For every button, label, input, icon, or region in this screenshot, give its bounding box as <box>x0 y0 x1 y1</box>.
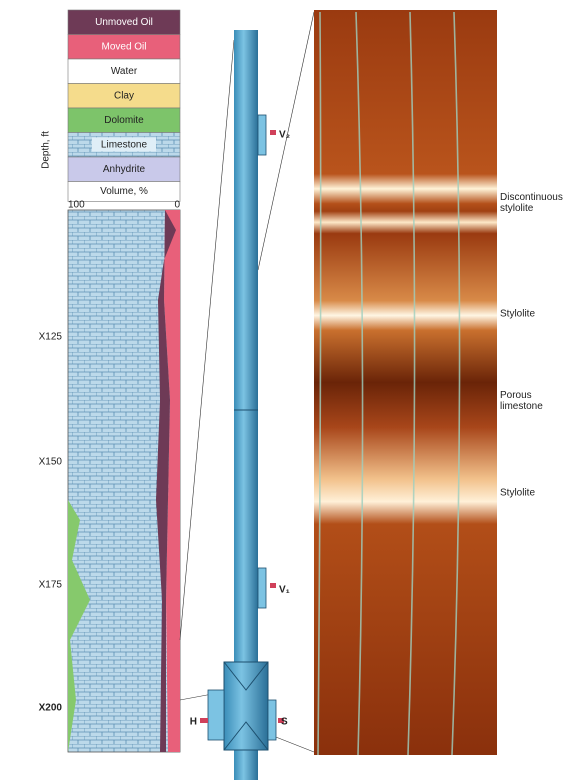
connector <box>180 40 234 640</box>
legend-label: Anhydrite <box>103 164 146 175</box>
depth-label: X150 <box>39 457 63 468</box>
tool-sub <box>224 662 268 750</box>
tool-label: V₁ <box>279 585 290 596</box>
annotation: Stylolite <box>500 309 535 320</box>
annotation: Stylolite <box>500 488 535 499</box>
scale-right: 0 <box>174 200 180 211</box>
legend-label: Moved Oil <box>101 41 146 52</box>
scale-left: 100 <box>68 200 85 211</box>
legend-label: Limestone <box>101 139 148 150</box>
legend-label: Clay <box>114 90 134 101</box>
tool-label: S <box>281 717 288 728</box>
depth-label: X175 <box>39 580 63 591</box>
tool-label: V₂ <box>279 130 290 141</box>
depth-label: X200 <box>39 703 63 714</box>
legend-label: Unmoved Oil <box>95 17 153 28</box>
legend-label: Volume, % <box>100 186 148 197</box>
legend: Unmoved Oil Moved Oil Water Clay Dolomite Lim… <box>68 10 180 211</box>
borehole-image <box>314 10 497 755</box>
figure: Unmoved Oil Moved Oil Water Clay Dolomite Lim… <box>0 0 578 780</box>
tool-label: H <box>190 717 197 728</box>
depth-label: X125 <box>39 332 63 343</box>
depth-title: Depth, ft <box>41 131 52 169</box>
legend-label: Water <box>111 66 138 77</box>
legend-label: Dolomite <box>104 115 144 126</box>
